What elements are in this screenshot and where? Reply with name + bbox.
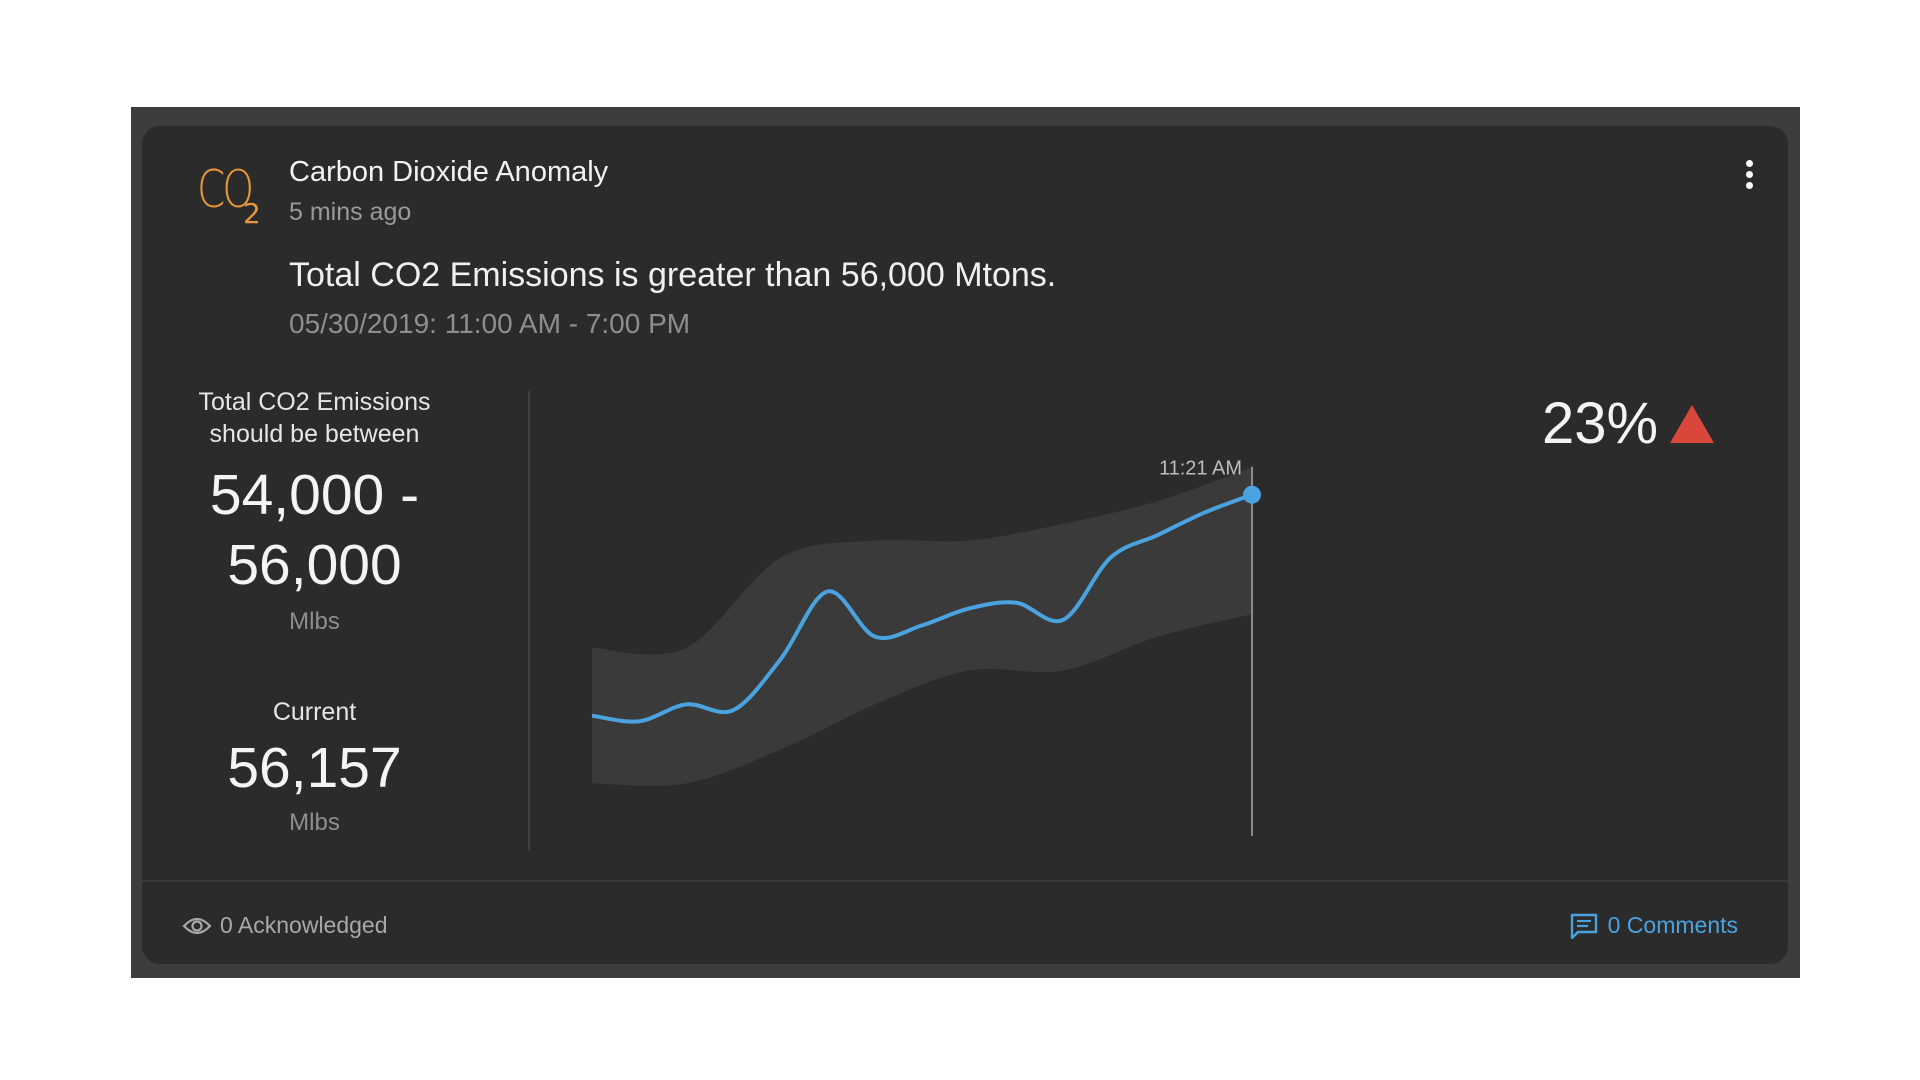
expected-label-line2: should be between <box>209 420 420 448</box>
vertical-divider <box>528 391 530 851</box>
co2-icon: CO 2 <box>197 164 267 234</box>
expected-range: 54,000 - 56,000 <box>172 460 457 600</box>
alert-time-ago: 5 mins ago <box>289 198 412 226</box>
marker-point[interactable] <box>1243 485 1261 504</box>
menu-dot <box>1745 182 1753 189</box>
acknowledged-button[interactable]: 0 Acknowledged <box>182 912 388 939</box>
comment-icon <box>1570 913 1597 939</box>
alert-card: CO 2 Carbon Dioxide Anomaly 5 mins ago T… <box>142 126 1788 964</box>
change-percent: 23% <box>1542 391 1659 456</box>
menu-dot <box>1745 171 1753 178</box>
more-vertical-icon[interactable] <box>1738 160 1760 204</box>
footer-divider <box>142 880 1788 882</box>
triangle-up-icon <box>1670 404 1715 443</box>
eye-icon <box>182 917 212 934</box>
expected-unit: Mlbs <box>289 608 340 635</box>
emissions-line <box>591 492 1253 724</box>
expected-label-line1: Total CO2 Emissions <box>198 388 431 416</box>
expected-range-line1: 54,000 - <box>209 463 420 527</box>
expected-range-line2: 56,000 <box>227 533 402 597</box>
current-label: Current <box>272 698 357 726</box>
stats-panel: Total CO2 Emissions should be between 54… <box>172 386 457 837</box>
current-value: 56,157 <box>227 736 402 800</box>
change-indicator: 23% <box>1542 390 1715 457</box>
co2-icon-subscript: 2 <box>243 197 261 230</box>
alert-time-range: 05/30/2019: 11:00 AM - 7:00 PM <box>289 308 691 339</box>
alert-message: Total CO2 Emissions is greater than 56,0… <box>289 256 1057 294</box>
screenshot-frame: CO 2 Carbon Dioxide Anomaly 5 mins ago T… <box>131 107 1800 978</box>
menu-dot <box>1745 160 1753 167</box>
expected-label: Total CO2 Emissions should be between <box>172 386 457 450</box>
co2-icon-text: CO <box>197 160 254 220</box>
comments-label: 0 Comments <box>1607 912 1738 938</box>
emissions-chart: 11:21 AM <box>591 458 1261 836</box>
marker-label: 11:21 AM <box>1159 458 1242 480</box>
comments-button[interactable]: 0 Comments <box>1570 912 1738 939</box>
current-unit: Mlbs <box>289 809 340 836</box>
alert-title: Carbon Dioxide Anomaly <box>289 156 609 188</box>
acknowledged-label: 0 Acknowledged <box>220 912 388 938</box>
